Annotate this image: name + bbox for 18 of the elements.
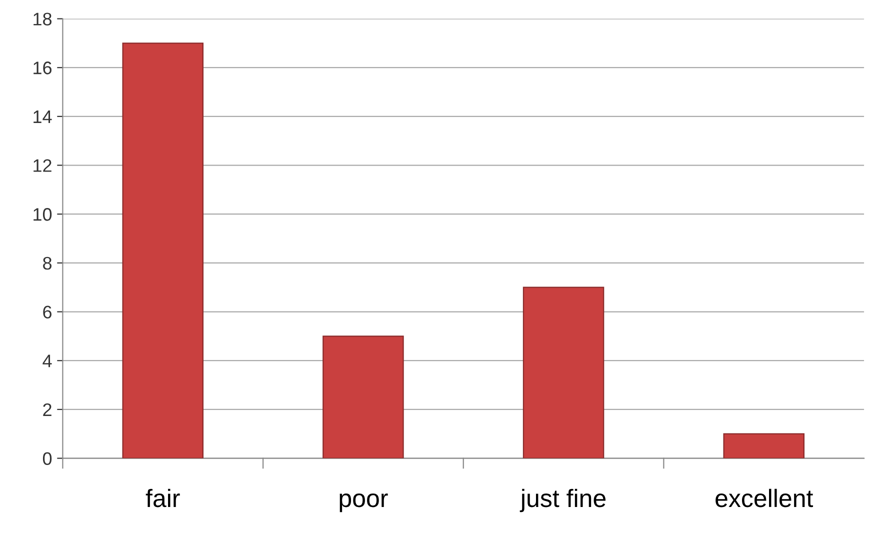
x-tick-label: just fine <box>520 488 606 512</box>
y-tick-label: 18 <box>34 12 52 26</box>
x-tick-label: poor <box>340 494 388 512</box>
bar <box>322 336 404 458</box>
y-tick-label: 0 <box>42 452 52 465</box>
y-tick-label: 6 <box>43 306 52 318</box>
y-tick-label: 12 <box>34 159 52 172</box>
bar <box>522 286 604 458</box>
y-tick-label: 8 <box>43 256 52 270</box>
y-tick-label: 10 <box>34 208 52 221</box>
x-tick-label: excellent <box>716 488 814 508</box>
y-tick-label: 14 <box>34 110 52 123</box>
y-tick-label: 2 <box>43 403 52 416</box>
bar <box>122 42 204 458</box>
y-tick-label: 4 <box>42 354 52 368</box>
x-tick-label: fair <box>146 488 180 508</box>
y-tick-label: 16 <box>34 62 52 74</box>
bar <box>723 433 804 458</box>
